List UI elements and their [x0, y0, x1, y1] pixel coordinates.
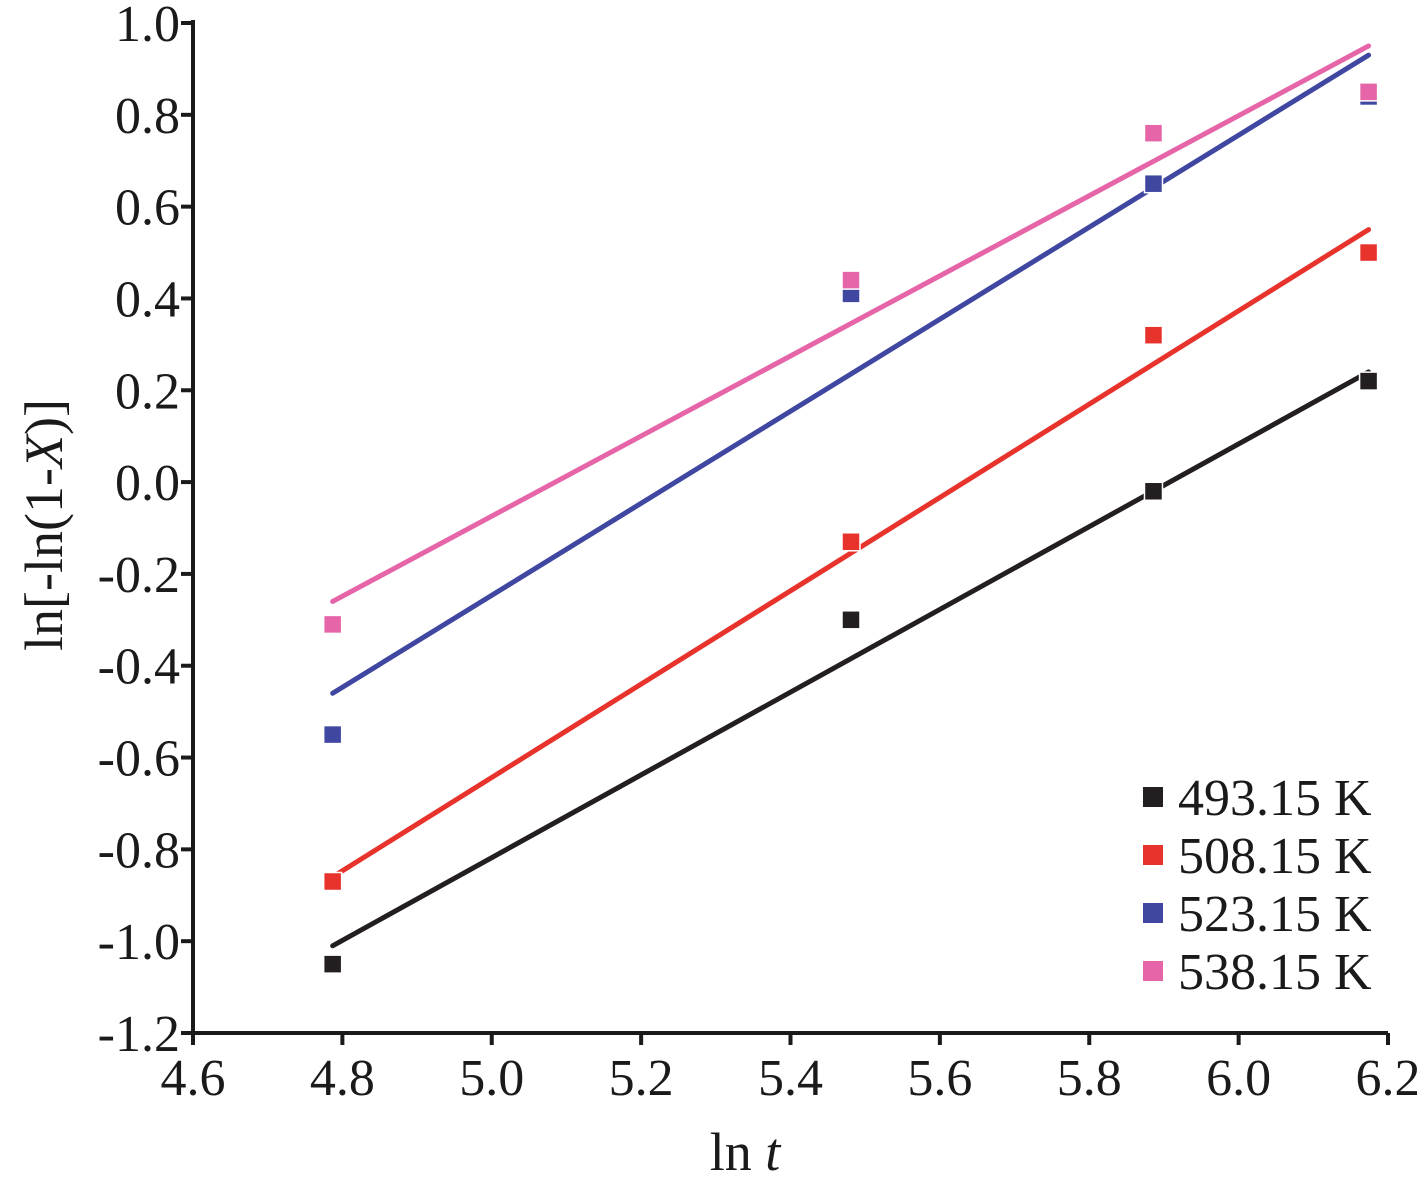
data-point: [1358, 371, 1379, 391]
x-ticks: 4.6 4.8 5.0 5.2 5.4 5.6 5.8 6.0 6.2: [161, 1033, 1417, 1107]
data-point: [841, 532, 861, 552]
fit-line: [330, 369, 1372, 949]
y-tick-label: 0.2: [115, 363, 180, 420]
y-tick-label: 0.8: [115, 88, 180, 145]
data-point: [841, 270, 861, 290]
x-tick-label: 5.6: [907, 1050, 972, 1107]
y-ticks: 1.0 0.8 0.6 0.4 0.2 0.0 -0.2 -0.4 -0.6 -0.8 -1.0 -1…: [98, 0, 193, 1063]
legend-label: 493.15 K: [1178, 770, 1372, 827]
y-tick-label: 0.0: [115, 455, 180, 512]
x-tick-label: 5.0: [459, 1050, 524, 1107]
y-tick-label: -0.6: [98, 731, 180, 788]
data-point: [1143, 325, 1164, 345]
x-axis-title: ln t: [710, 1122, 783, 1181]
legend-label: 523.15 K: [1178, 886, 1372, 943]
y-tick-label: -0.8: [98, 822, 180, 879]
data-point: [1143, 481, 1164, 502]
legend-marker: [1143, 961, 1163, 981]
data-point: [1358, 242, 1379, 263]
x-tick-label: 4.6: [161, 1050, 226, 1107]
legend-label: 538.15 K: [1178, 944, 1372, 1001]
legend-marker: [1143, 845, 1163, 865]
y-tick-label: 1.0: [115, 0, 180, 53]
y-tick-label: -0.4: [98, 639, 180, 696]
y-tick-label: -0.2: [98, 547, 180, 604]
x-tick-label: 5.8: [1057, 1050, 1122, 1107]
y-axis-title: ln[-ln(1-X)]: [14, 399, 74, 651]
x-tick-label: 6.2: [1356, 1050, 1417, 1107]
fit-line: [330, 43, 1372, 604]
y-tick-label: 0.4: [115, 271, 180, 328]
legend-marker: [1143, 903, 1163, 923]
y-tick-label: -1.2: [98, 1006, 180, 1063]
fit-line: [330, 227, 1372, 880]
x-tick-label: 6.0: [1206, 1050, 1271, 1107]
x-tick-label: 5.2: [609, 1050, 674, 1107]
x-tick-label: 5.4: [758, 1050, 823, 1107]
legend-marker: [1143, 787, 1163, 807]
x-tick-label: 4.8: [310, 1050, 375, 1107]
data-point: [1143, 173, 1164, 194]
data-point: [1143, 123, 1164, 143]
data-point: [322, 724, 343, 745]
data-point: [841, 610, 861, 630]
data-point: [322, 954, 343, 974]
fit-line: [330, 52, 1372, 696]
legend-label: 508.15 K: [1178, 828, 1372, 885]
fit-lines: [330, 43, 1372, 949]
data-point: [1358, 82, 1379, 102]
data-point: [322, 871, 343, 892]
data-point: [322, 614, 343, 635]
axes: 4.6 4.8 5.0 5.2 5.4 5.6 5.8 6.0 6.2 1.0 0.8 0.6 0.4…: [98, 0, 1417, 1107]
markers: [322, 82, 1379, 974]
y-tick-label: -1.0: [98, 914, 180, 971]
y-tick-label: 0.6: [115, 180, 180, 237]
